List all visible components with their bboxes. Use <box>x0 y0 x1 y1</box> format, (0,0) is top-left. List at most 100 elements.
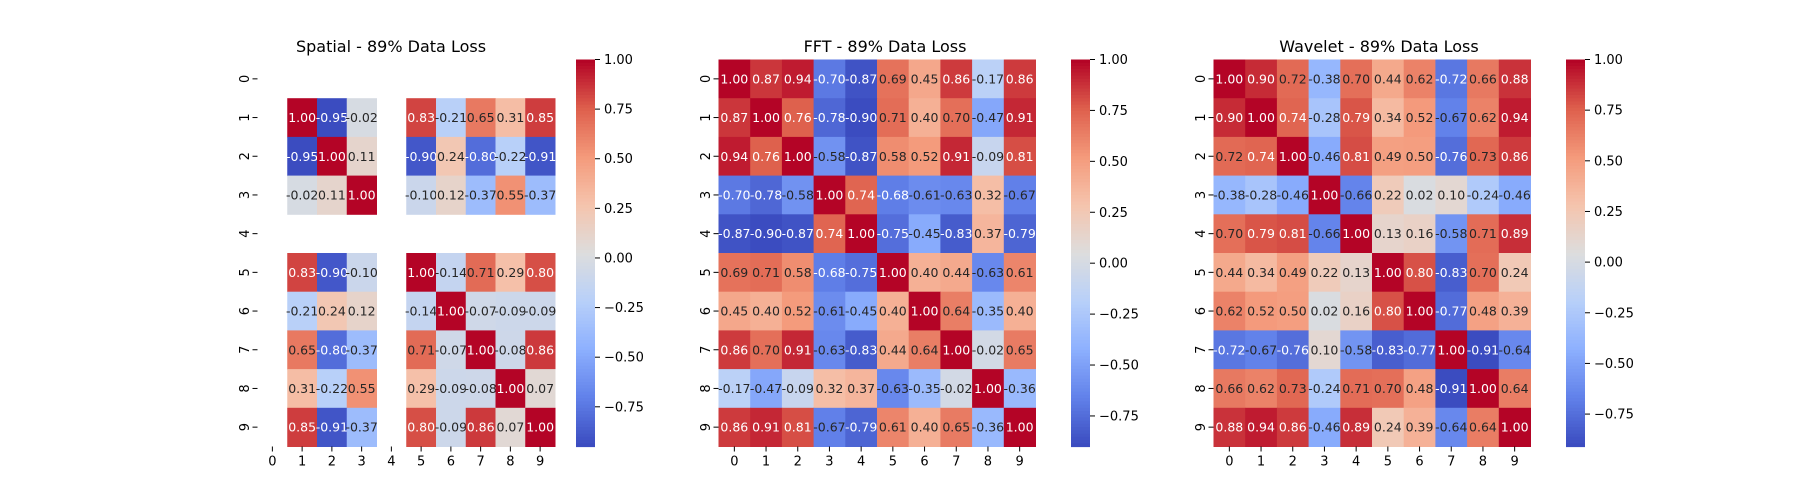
colorbar-segment <box>1071 104 1090 109</box>
colorbar-segment <box>1566 194 1585 199</box>
heatmap-cell <box>1245 175 1278 215</box>
colorbar-tick-label: −0.75 <box>604 400 644 415</box>
heatmap-cell <box>1003 330 1036 370</box>
colorbar-segment <box>1071 211 1090 215</box>
cell-value-label: 1.00 <box>784 149 812 164</box>
cell-value-label: -0.46 <box>1308 149 1340 164</box>
colorbar-segment <box>576 378 595 383</box>
heatmap-cell <box>1467 369 1500 409</box>
colorbar-segment <box>1566 75 1585 80</box>
colorbar-segment <box>576 246 595 251</box>
cell-value-label: 0.40 <box>911 265 939 280</box>
colorbar-segment <box>576 175 595 180</box>
heatmap-cell <box>718 175 751 215</box>
colorbar-segment <box>576 427 595 431</box>
colorbar-segment <box>576 375 595 380</box>
colorbar-segment <box>1071 153 1090 157</box>
heatmap-cell <box>940 407 973 447</box>
colorbar-segment <box>1071 82 1090 86</box>
colorbar-segment <box>1566 333 1585 338</box>
colorbar-segment <box>1566 388 1585 393</box>
colorbar-segment <box>576 143 595 148</box>
colorbar-segment <box>1566 259 1585 264</box>
heatmap-cell <box>317 369 348 409</box>
colorbar-segment <box>1566 94 1585 99</box>
heatmap-cell <box>1003 369 1036 409</box>
colorbar-segment <box>576 423 595 428</box>
heatmap-cell <box>1435 369 1468 409</box>
heatmap-cell <box>1467 330 1500 370</box>
cell-value-label: -0.08 <box>494 342 526 357</box>
x-tick-label: 7 <box>476 455 484 470</box>
colorbar-segment <box>1566 149 1585 154</box>
heatmap-cell <box>317 407 348 447</box>
cell-value-label: 1.00 <box>847 226 875 241</box>
heatmap-cell <box>813 407 846 447</box>
cell-value-label: -0.91 <box>1435 381 1467 396</box>
heatmap-cell <box>1276 291 1310 331</box>
colorbar-segment <box>1071 291 1090 296</box>
colorbar-segment <box>1566 256 1585 261</box>
cell-value-label: -0.67 <box>1245 342 1277 357</box>
colorbar-tick-label: 1.00 <box>1099 53 1128 68</box>
colorbar-segment <box>1566 298 1585 302</box>
cell-value-label: -0.75 <box>877 226 909 241</box>
colorbar-segment <box>1071 391 1090 396</box>
heatmap-cell <box>1245 253 1278 293</box>
colorbar-segment <box>1566 330 1585 335</box>
colorbar-segment <box>1566 136 1585 141</box>
colorbar-segment <box>1566 156 1585 161</box>
colorbar-segment <box>1071 140 1090 144</box>
cell-value-label: 1.00 <box>1406 304 1434 319</box>
cell-value-label: 0.91 <box>1006 110 1034 125</box>
colorbar-segment <box>1566 352 1585 357</box>
cell-value-label: 1.00 <box>467 342 495 357</box>
heatmap-cell <box>1276 369 1310 409</box>
cell-value-label: -0.63 <box>813 342 845 357</box>
colorbar-segment <box>1566 143 1585 148</box>
chart-title: FFT - 89% Data Loss <box>804 37 967 56</box>
cell-value-label: 0.70 <box>752 342 780 357</box>
cell-value-label: -0.87 <box>718 226 750 241</box>
heatmap-cell <box>877 214 910 254</box>
colorbar-segment <box>1071 69 1090 73</box>
colorbar-segment <box>1566 253 1585 257</box>
colorbar-segment <box>1566 178 1585 183</box>
cell-value-label: -0.70 <box>718 187 750 202</box>
cell-value-label: 0.32 <box>974 187 1002 202</box>
cell-value-label: 0.76 <box>752 149 780 164</box>
heatmap-cell <box>940 330 973 370</box>
heatmap-cell <box>908 214 941 254</box>
y-tick-label: 3 <box>1194 191 1209 199</box>
colorbar-segment <box>1566 188 1585 193</box>
cell-value-label: 0.16 <box>1342 304 1370 319</box>
colorbar-segment <box>1566 214 1585 219</box>
colorbar-segment <box>1071 378 1090 383</box>
colorbar-segment <box>1071 146 1090 151</box>
heatmap-cell <box>781 136 815 177</box>
x-tick-label: 8 <box>506 455 514 470</box>
colorbar-segment <box>1071 191 1090 196</box>
heatmap-cell <box>1276 136 1310 177</box>
heatmap-cell <box>495 175 526 215</box>
heatmap-cell <box>781 330 815 370</box>
heatmap-cell <box>718 214 751 254</box>
cell-value-label: -0.37 <box>345 420 377 435</box>
cell-value-label: -0.83 <box>1435 265 1467 280</box>
cell-value-label: 0.90 <box>1247 71 1275 86</box>
colorbar-segment <box>1566 204 1585 209</box>
colorbar-segment <box>1566 285 1585 290</box>
cell-value-label: 0.34 <box>1374 110 1402 125</box>
colorbar-segment <box>1566 349 1585 354</box>
colorbar-segment <box>576 85 595 90</box>
y-tick-label: 2 <box>238 152 253 160</box>
colorbar-segment <box>1566 153 1585 157</box>
colorbar-segment <box>1566 417 1585 422</box>
cell-value-label: -0.10 <box>405 187 437 202</box>
colorbar-segment <box>1071 352 1090 357</box>
heatmap-cell <box>525 407 556 447</box>
heatmap-cell <box>813 59 846 99</box>
heatmap-cell <box>1498 136 1531 177</box>
cell-value-label: -0.95 <box>286 149 318 164</box>
cell-value-label: -0.90 <box>845 110 877 125</box>
